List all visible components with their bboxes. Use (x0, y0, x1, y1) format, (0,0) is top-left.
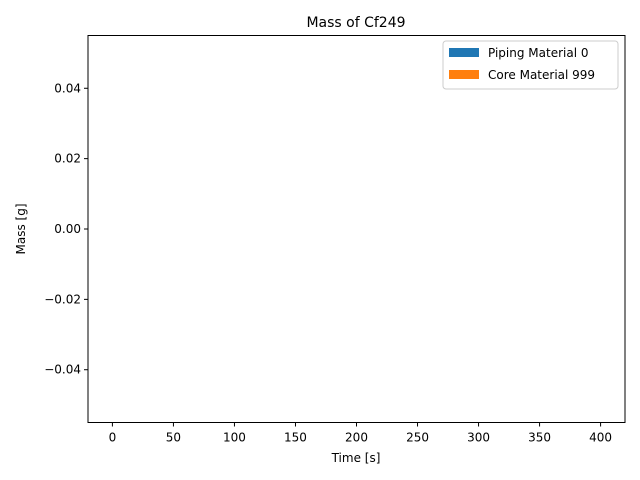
legend: Piping Material 0 Core Material 999 (442, 40, 619, 90)
legend-swatch-core-material-999 (449, 70, 479, 79)
legend-label-piping-material-0: Piping Material 0 (488, 46, 589, 60)
x-tick-label: 400 (589, 431, 612, 445)
x-axis-label: Time [s] (331, 451, 381, 465)
x-axis-ticks: 0 50 100 150 200 250 300 350 400 (109, 422, 612, 445)
y-tick-label: −0.04 (44, 363, 81, 377)
x-tick-label: 50 (166, 431, 181, 445)
y-axis-label: Mass [g] (14, 203, 28, 254)
x-tick-label: 150 (284, 431, 307, 445)
plot-area-frame (87, 35, 626, 423)
x-tick-label: 250 (406, 431, 429, 445)
x-tick-label: 100 (223, 431, 246, 445)
y-tick-label: 0.02 (54, 152, 81, 166)
legend-swatch-piping-material-0 (449, 48, 479, 57)
legend-label-core-material-999: Core Material 999 (488, 68, 595, 82)
y-axis-ticks: −0.04 −0.02 0.00 0.02 0.04 (44, 81, 88, 377)
x-tick-label: 200 (345, 431, 368, 445)
y-tick-label: −0.02 (44, 292, 81, 306)
legend-frame (442, 40, 619, 90)
y-tick-label: 0.00 (54, 222, 81, 236)
x-tick-label: 0 (109, 431, 117, 445)
chart-title: Mass of Cf249 (306, 15, 405, 31)
x-tick-label: 350 (528, 431, 551, 445)
x-tick-label: 300 (467, 431, 490, 445)
y-tick-label: 0.04 (54, 81, 81, 95)
